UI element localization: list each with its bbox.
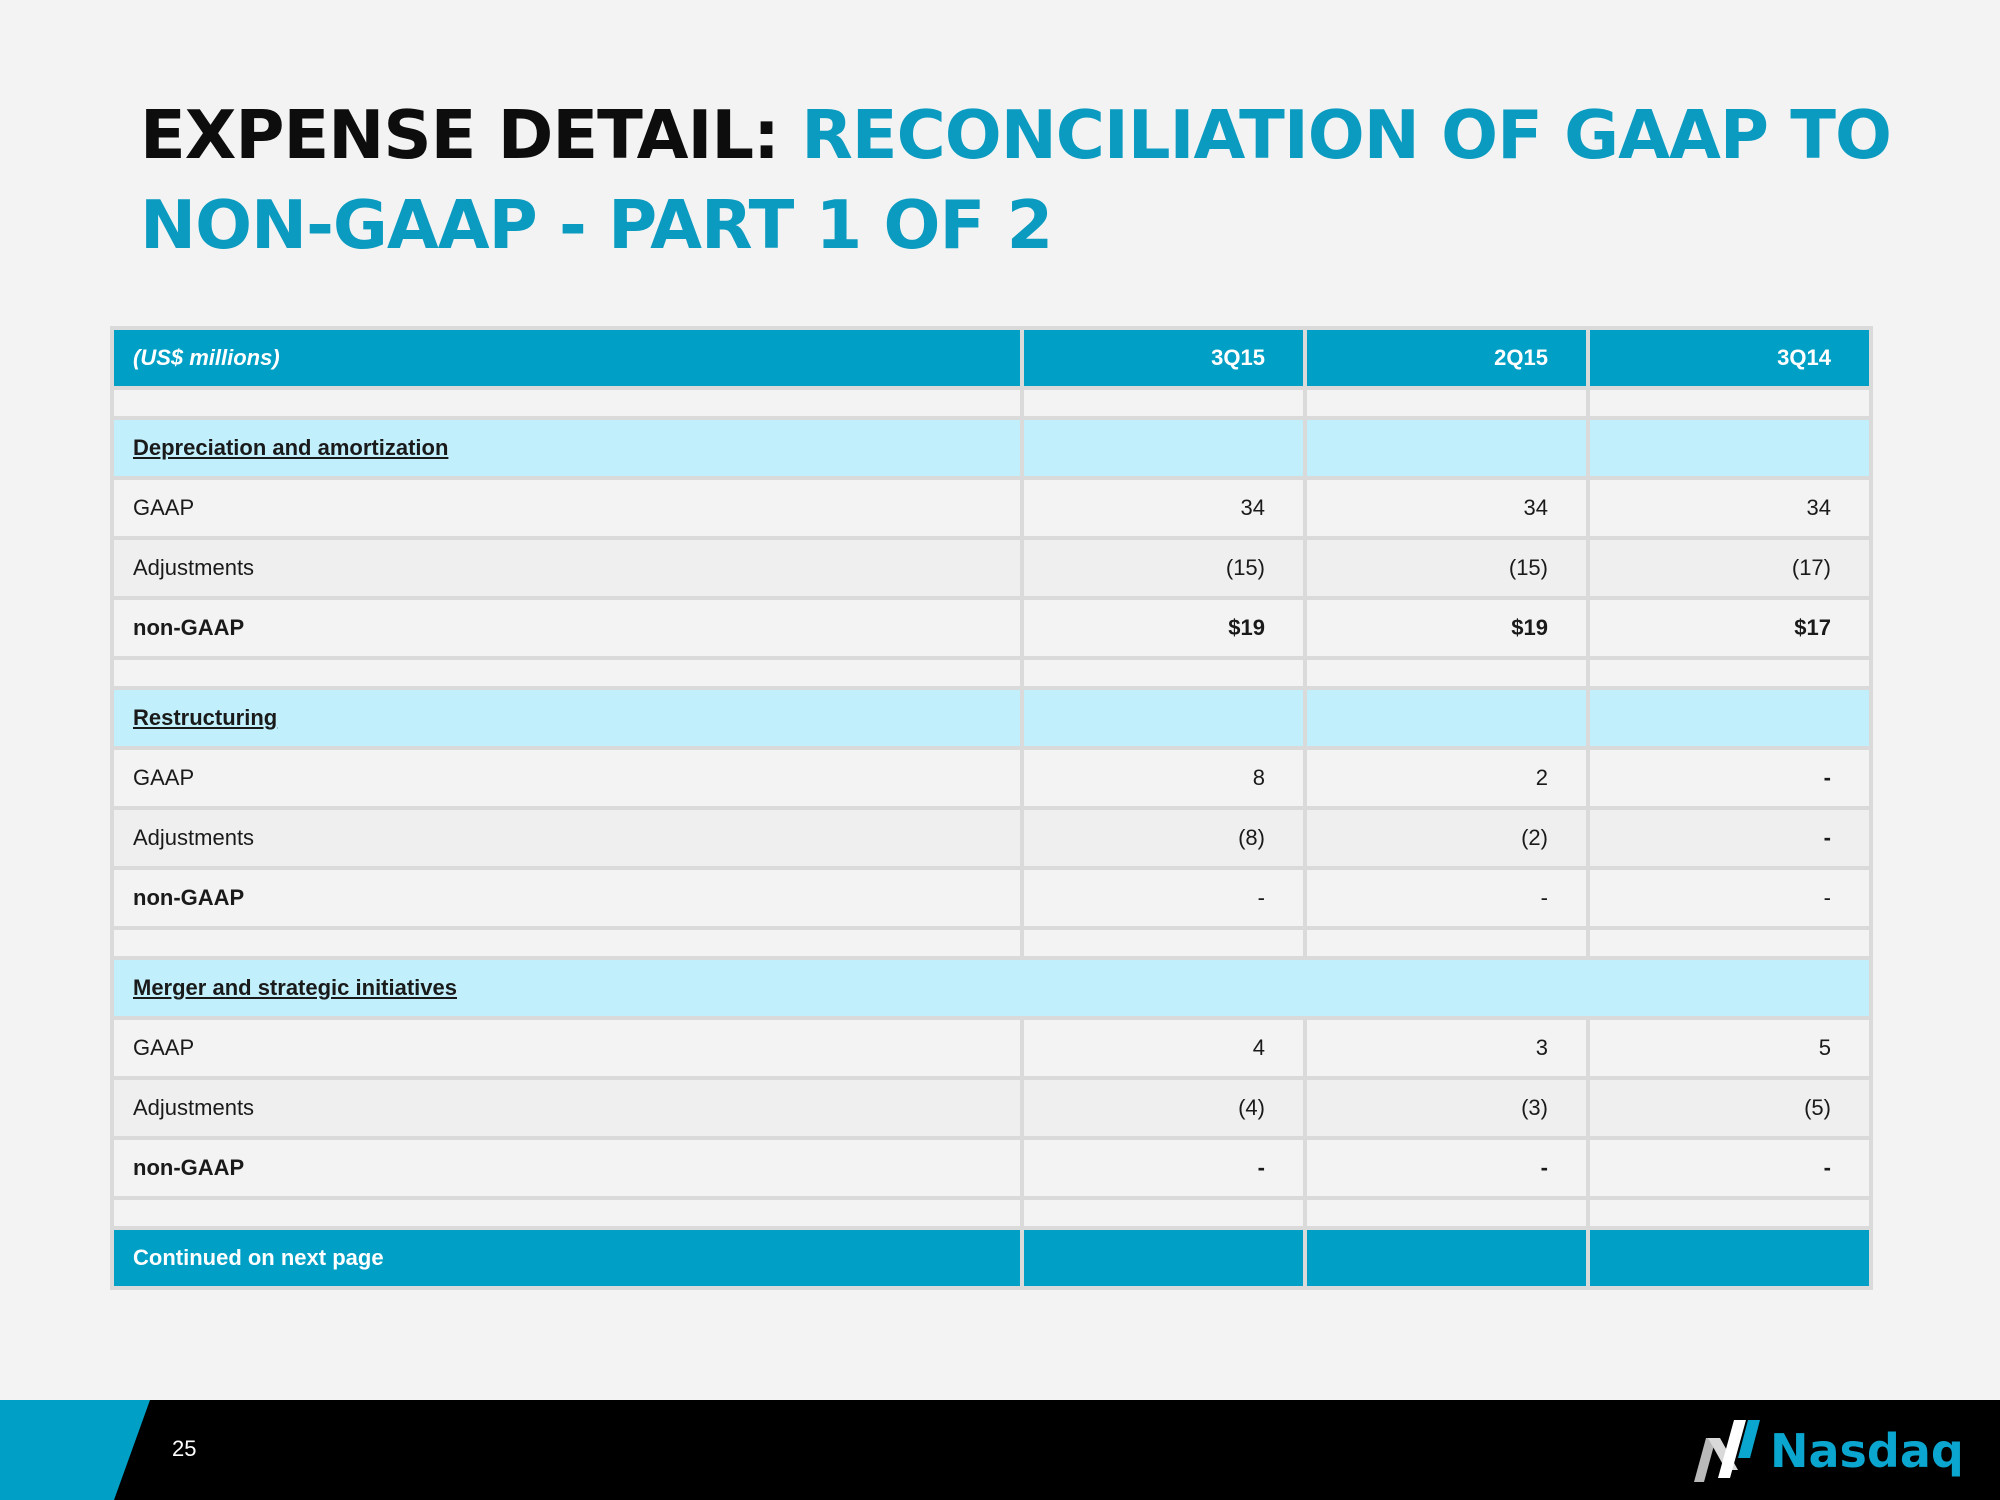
cell-value: - <box>1020 866 1307 930</box>
nasdaq-logo: Nasdaq <box>1690 1418 1964 1484</box>
table-footer-row: Continued on next page <box>110 1226 1873 1290</box>
row-label: non-GAAP <box>110 596 1024 660</box>
cell-value: 2 <box>1303 746 1590 810</box>
continued-note: Continued on next page <box>110 1226 1024 1290</box>
section-header-row: Merger and strategic initiatives <box>110 956 1873 1020</box>
cell-value: (17) <box>1586 536 1873 600</box>
logo-text: Nasdaq <box>1770 1424 1964 1478</box>
table-row: GAAP 4 3 5 <box>110 1016 1873 1080</box>
cell-value: - <box>1303 866 1590 930</box>
section-title: Restructuring <box>110 686 1024 750</box>
table-row: GAAP 34 34 34 <box>110 476 1873 540</box>
cell-value: 5 <box>1586 1016 1873 1080</box>
cell-value: (15) <box>1303 536 1590 600</box>
row-label: GAAP <box>110 1016 1024 1080</box>
table-row: Adjustments (4) (3) (5) <box>110 1076 1873 1140</box>
row-label: Adjustments <box>110 1076 1024 1140</box>
cell-value: 4 <box>1020 1016 1307 1080</box>
table-row: Adjustments (8) (2) - <box>110 806 1873 870</box>
footer-bar: 25 Nasdaq <box>0 1400 2000 1500</box>
cell-value: - <box>1586 746 1873 810</box>
units-label: (US$ millions) <box>110 326 1024 390</box>
page-number: 25 <box>172 1436 197 1461</box>
row-label: GAAP <box>110 746 1024 810</box>
cell-value: (15) <box>1020 536 1307 600</box>
cell-value: (5) <box>1586 1076 1873 1140</box>
footer-accent <box>0 1400 150 1500</box>
cell-value: 34 <box>1020 476 1307 540</box>
table-row-total: non-GAAP $19 $19 $17 <box>110 596 1873 660</box>
spacer-row <box>110 656 1873 690</box>
section-header-row: Depreciation and amortization <box>110 416 1873 480</box>
spacer-row <box>110 386 1873 420</box>
cell-value: 8 <box>1020 746 1307 810</box>
cell-value: 34 <box>1586 476 1873 540</box>
table-header-row: (US$ millions) 3Q15 2Q15 3Q14 <box>110 326 1873 390</box>
cell-value: 34 <box>1303 476 1590 540</box>
nasdaq-logo-icon <box>1694 1420 1760 1482</box>
cell-value: $19 <box>1303 596 1590 660</box>
cell-value: - <box>1586 1136 1873 1200</box>
column-header-2q15: 2Q15 <box>1303 326 1590 390</box>
column-header-3q14: 3Q14 <box>1586 326 1873 390</box>
cell-value: $17 <box>1586 596 1873 660</box>
section-header-row: Restructuring <box>110 686 1873 750</box>
column-header-3q15: 3Q15 <box>1020 326 1307 390</box>
cell-value: (3) <box>1303 1076 1590 1140</box>
row-label: GAAP <box>110 476 1024 540</box>
section-title: Merger and strategic initiatives <box>110 956 1873 1020</box>
cell-value: 3 <box>1303 1016 1590 1080</box>
cell-value: - <box>1303 1136 1590 1200</box>
row-label: Adjustments <box>110 536 1024 600</box>
cell-value: - <box>1020 1136 1307 1200</box>
cell-value: (2) <box>1303 806 1590 870</box>
row-label: Adjustments <box>110 806 1024 870</box>
cell-value: (4) <box>1020 1076 1307 1140</box>
table-row-total: non-GAAP - - - <box>110 1136 1873 1200</box>
title-main: RECONCILIATION OF GAAP TO NON-GAAP - PAR… <box>140 96 1892 264</box>
cell-value: - <box>1586 866 1873 930</box>
spacer-row <box>110 1196 1873 1230</box>
cell-value: - <box>1586 806 1873 870</box>
table-row: GAAP 8 2 - <box>110 746 1873 810</box>
table-row-total: non-GAAP - - - <box>110 866 1873 930</box>
title-prefix: EXPENSE DETAIL: <box>140 96 780 174</box>
reconciliation-table: (US$ millions) 3Q15 2Q15 3Q14 Depreciati… <box>110 326 1873 1290</box>
slide-title: EXPENSE DETAIL: RECONCILIATION OF GAAP T… <box>140 90 1900 270</box>
cell-value: $19 <box>1020 596 1307 660</box>
spacer-row <box>110 926 1873 960</box>
row-label: non-GAAP <box>110 1136 1024 1200</box>
section-title: Depreciation and amortization <box>110 416 1024 480</box>
row-label: non-GAAP <box>110 866 1024 930</box>
table-row: Adjustments (15) (15) (17) <box>110 536 1873 600</box>
cell-value: (8) <box>1020 806 1307 870</box>
